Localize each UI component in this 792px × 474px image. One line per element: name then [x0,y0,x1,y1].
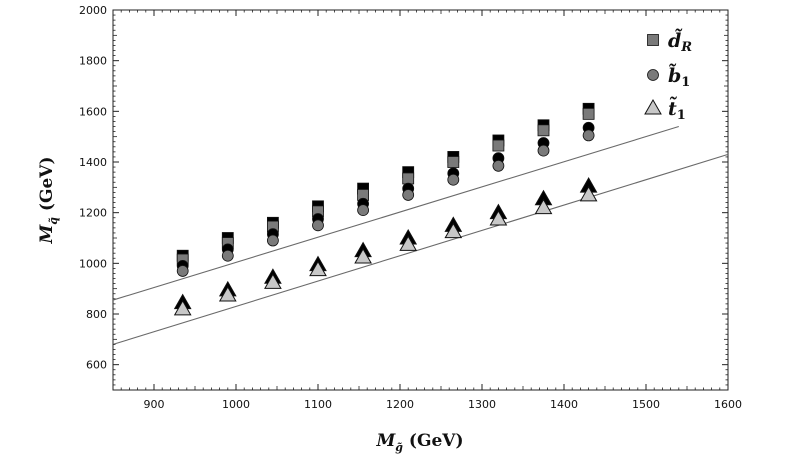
legend-label-main: t̃ [668,97,677,120]
y-tick-label: 800 [86,308,107,321]
point-triangle [264,273,282,289]
y-axis-title: Mq̃ (GeV) [37,156,60,244]
legend-label-main: b̃ [668,64,681,87]
point-triangle [218,285,237,302]
x-axis-title: Mg̃ (GeV) [375,431,463,454]
data-points [173,102,598,316]
legend-marker-square [647,34,659,46]
point-circle [447,173,460,186]
point-circle [537,144,550,157]
reference-line [112,126,679,301]
x-tick-label: 1100 [304,398,332,411]
y-tick-label: 1000 [79,257,107,270]
x-tick-label: 1300 [468,398,496,411]
point-circle [582,129,595,142]
point-square [447,156,460,168]
legend-label-main: d̃ [668,29,683,52]
point-square [537,124,550,137]
point-circle [176,265,189,277]
legend-label-sub: 1 [681,75,690,90]
point-triangle [579,185,598,202]
x-tick-label: 1500 [632,398,660,411]
point-triangle [309,260,327,277]
point-triangle [444,222,463,239]
legend-label-sub: 1 [677,108,686,123]
legend: d̃Rb̃1t̃1 [644,29,692,123]
y-tick-label: 1800 [79,55,107,68]
legend-label-triangle: t̃1 [668,97,686,123]
x-axis-title-sub: g̃ [395,441,403,454]
legend-marker-triangle [644,98,662,115]
point-circle [492,159,505,172]
x-tick-label: 1600 [714,398,742,411]
point-square [582,107,595,120]
point-triangle [354,247,372,264]
point-triangle [534,198,553,215]
point-circle [221,249,234,262]
reference-line [112,153,729,345]
y-axis-title-main: M [37,224,57,245]
point-square [492,139,505,152]
plot-frame [112,9,729,391]
point-triangle [399,235,418,251]
point-circle [312,219,324,232]
legend-label-sub: R [680,40,692,55]
point-triangle [489,209,508,226]
y-tick-label: 2000 [79,4,107,17]
point-circle [402,189,415,201]
tick-labels: 900 1000 1100 1200 1300 1400 1500 1600 600 800 100… [79,4,742,411]
x-tick-label: 1000 [222,398,250,411]
legend-label-circle: b̃1 [668,64,690,90]
y-tick-label: 1600 [79,105,107,118]
point-square [402,172,415,185]
point-circle [357,204,370,217]
y-axis-title-units: (GeV) [37,156,57,217]
x-tick-label: 1400 [550,398,578,411]
legend-label-square: d̃R [668,29,692,55]
point-circle [266,234,279,247]
x-axis-title-main: M [375,431,396,451]
reference-lines [112,126,729,345]
y-tick-label: 1200 [79,207,107,220]
legend-marker-circle [647,69,659,81]
axis-ticks [112,9,729,391]
x-tick-label: 900 [144,398,165,411]
x-tick-label: 1200 [386,398,414,411]
y-axis-title-sub: q̃ [47,217,60,225]
y-tick-label: 600 [86,359,107,372]
x-axis-title-units: (GeV) [403,431,464,451]
y-tick-label: 1400 [79,156,107,169]
point-triangle [173,299,192,316]
